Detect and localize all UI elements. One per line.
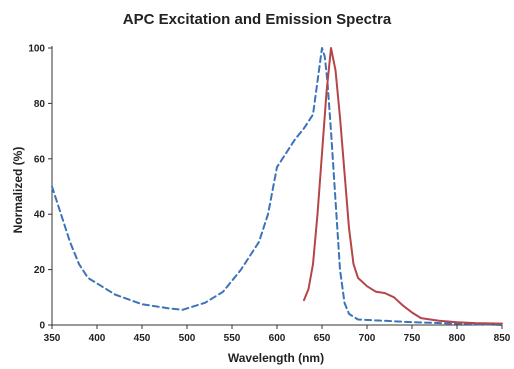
chart-title: APC Excitation and Emission Spectra xyxy=(123,11,392,28)
x-tick-label: 400 xyxy=(89,333,106,344)
x-tick-label: 750 xyxy=(404,333,421,344)
x-tick-label: 350 xyxy=(44,333,61,344)
x-tick-label: 500 xyxy=(179,333,196,344)
y-tick-label: 0 xyxy=(39,321,45,332)
series-line-1-solid xyxy=(303,47,503,325)
series-line-0-dashed xyxy=(51,47,503,326)
x-tick-label: 700 xyxy=(359,333,376,344)
y-tick-label: 40 xyxy=(34,210,46,221)
axes: 0 20 40 60 80 100 350 400 450 500 550 600 650 700 750 8… xyxy=(28,44,510,345)
x-tick-label: 550 xyxy=(224,333,241,344)
y-axis-label: Normalized (%) xyxy=(11,147,25,234)
series-layer xyxy=(51,47,503,326)
y-tick-label: 20 xyxy=(34,265,46,276)
x-tick-label: 600 xyxy=(269,333,286,344)
x-tick-label: 850 xyxy=(494,333,511,344)
x-tick-label: 650 xyxy=(314,333,331,344)
y-tick-label: 100 xyxy=(28,44,45,55)
x-tick-label: 800 xyxy=(449,333,466,344)
y-tick-label: 80 xyxy=(34,99,46,110)
y-tick-label: 60 xyxy=(34,154,46,165)
x-tick-label: 450 xyxy=(134,333,151,344)
x-axis-label: Wavelength (nm) xyxy=(228,351,324,365)
